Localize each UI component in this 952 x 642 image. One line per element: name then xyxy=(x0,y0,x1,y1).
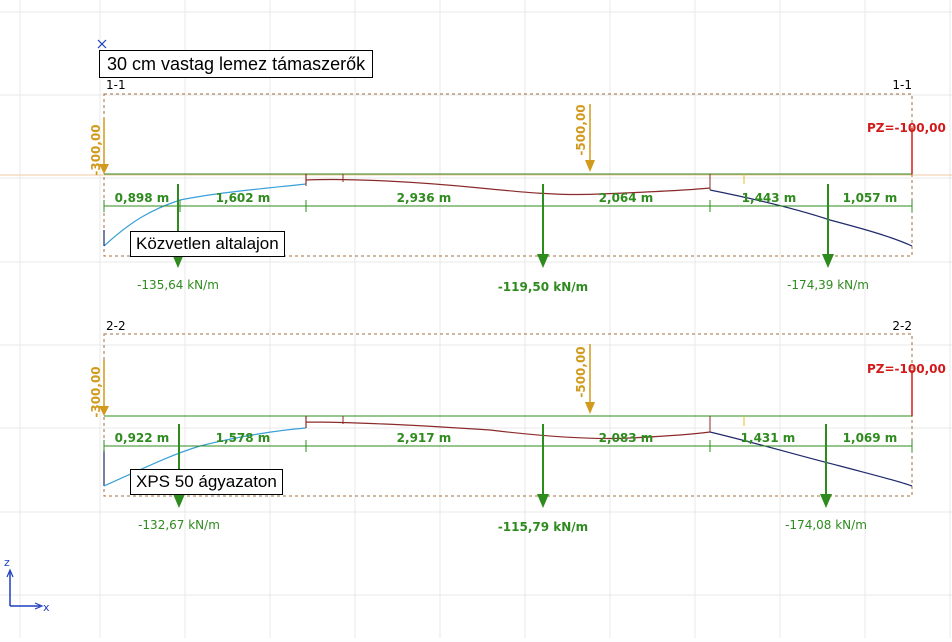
dimension-label: 1,578 m xyxy=(216,431,271,445)
diagram-title: 30 cm vastag lemez támaszerők xyxy=(99,50,374,78)
section-caption: Közvetlen altalajon xyxy=(130,231,285,257)
origin-marker-icon xyxy=(97,39,107,49)
dimension-label: 2,064 m xyxy=(599,191,654,205)
section-label-left: 2-2 xyxy=(106,319,126,333)
reaction-value: -132,67 kN/m xyxy=(138,518,220,532)
reaction-value: -119,50 kN/m xyxy=(498,280,588,294)
load-arrow-mid-head xyxy=(585,402,595,414)
pz-label: PZ=-100,00 xyxy=(867,362,946,376)
pz-label: PZ=-100,00 xyxy=(867,121,946,135)
dimension-label: 1,443 m xyxy=(742,191,797,205)
section-caption: XPS 50 ágyazaton xyxy=(130,469,283,495)
reaction-value: -135,64 kN/m xyxy=(137,278,219,292)
load-value-mid: -500,00 xyxy=(574,346,588,397)
load-arrow-mid-head xyxy=(585,160,595,172)
deformed-shape xyxy=(709,189,913,247)
section-label-right: 1-1 xyxy=(892,78,912,92)
deformed-shape xyxy=(103,183,307,247)
load-arrow-left-head xyxy=(99,164,109,174)
dimension-label: 2,083 m xyxy=(599,431,654,445)
section-1-1: 1-1 1-1 0,898 m 1,602 m 2,936 m xyxy=(89,78,946,294)
dimension-label: 2,936 m xyxy=(397,191,452,205)
deformed-shape xyxy=(709,431,913,487)
section-frame xyxy=(103,93,913,257)
reaction-value: -174,08 kN/m xyxy=(785,518,867,532)
dimension-label: 1,431 m xyxy=(741,431,796,445)
axis-z-label: z xyxy=(4,556,10,569)
axis-triad-icon xyxy=(6,568,44,610)
dimension-label: 0,898 m xyxy=(115,191,170,205)
axis-x-label: x xyxy=(43,601,50,614)
section-label-right: 2-2 xyxy=(892,319,912,333)
load-arrow-left-head xyxy=(99,406,109,416)
reaction-value: -174,39 kN/m xyxy=(787,278,869,292)
load-value-left: -300,00 xyxy=(89,366,103,417)
load-value-mid: -500,00 xyxy=(574,104,588,155)
dimension-label: 1,057 m xyxy=(843,191,898,205)
dimension-label: 2,917 m xyxy=(397,431,452,445)
dimension-label: 1,069 m xyxy=(843,431,898,445)
reaction-value: -115,79 kN/m xyxy=(498,520,588,534)
section-2-2: 2-2 2-2 0,922 m 1,578 m 2,917 m 2,083 m … xyxy=(89,319,946,534)
dimension-label: 0,922 m xyxy=(115,431,170,445)
load-value-left: -300,00 xyxy=(89,124,103,175)
section-label-left: 1-1 xyxy=(106,78,126,92)
dimension-label: 1,602 m xyxy=(216,191,271,205)
reaction-arrow xyxy=(173,424,832,508)
